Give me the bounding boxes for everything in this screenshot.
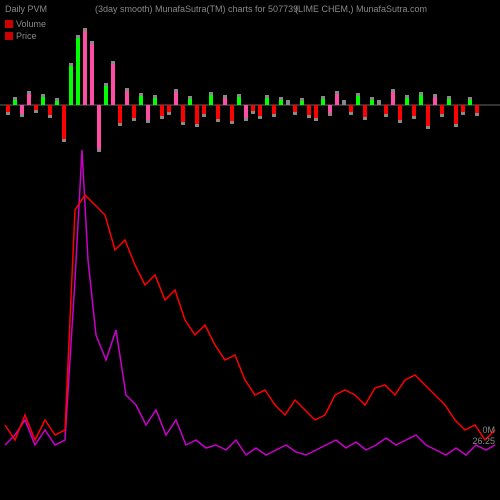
- axis-price-value: 26.25: [472, 436, 495, 446]
- chart-svg: [0, 0, 500, 500]
- chart-container: Daily PVM (3day smooth) MunafaSutra(TM) …: [0, 0, 500, 500]
- axis-volume-zero: 0M: [482, 425, 495, 435]
